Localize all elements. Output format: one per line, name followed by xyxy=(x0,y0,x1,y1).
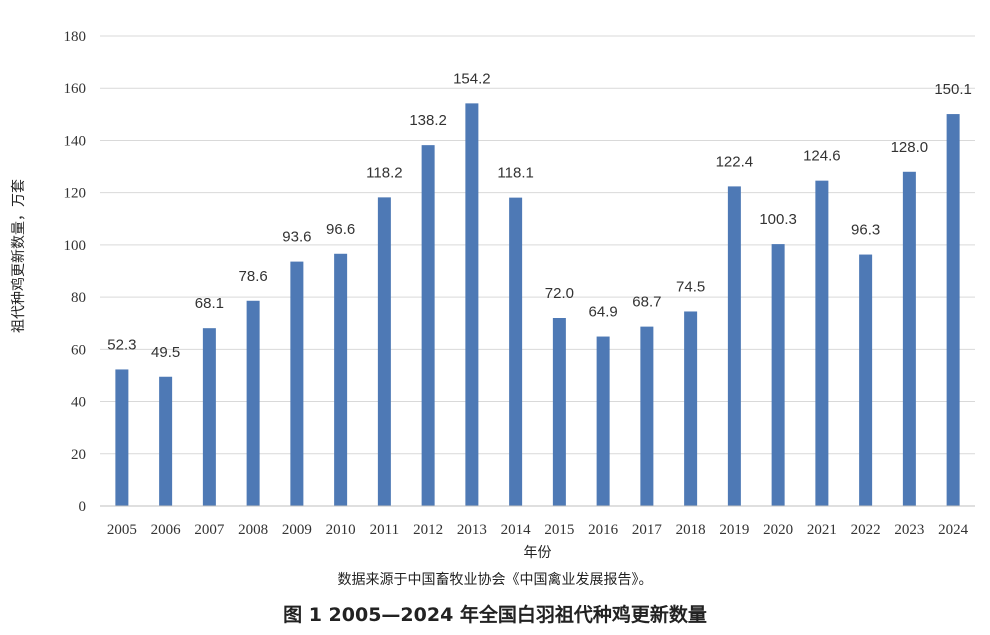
x-axis-label: 年份 xyxy=(524,545,552,561)
bar-2011 xyxy=(377,197,391,506)
bar-2006 xyxy=(159,376,173,506)
data-label: 150.1 xyxy=(934,81,972,98)
data-labels: 52.3 49.5 68.1 78.6 93.6 96.6 118.2 138.2 154.2 1… xyxy=(107,70,972,360)
data-label: 72.0 xyxy=(545,285,574,302)
x-tick-label: 2018 xyxy=(676,522,706,538)
x-tick-label: 2015 xyxy=(544,522,574,538)
y-tick-label: 180 xyxy=(64,29,87,45)
data-label: 93.6 xyxy=(282,229,311,246)
x-tick-label: 2013 xyxy=(457,522,487,538)
bar-2008 xyxy=(246,300,260,506)
x-tick-label: 2017 xyxy=(632,522,663,538)
y-axis-label: 祖代种鸡更新数量，万套 xyxy=(10,179,27,333)
x-tick-label: 2010 xyxy=(326,522,356,538)
data-label: 96.6 xyxy=(326,221,355,238)
x-tick-label: 2023 xyxy=(894,522,924,538)
data-label: 68.1 xyxy=(195,295,224,312)
bar-2015 xyxy=(552,318,566,506)
x-tick-label: 2020 xyxy=(763,522,793,538)
bar-2020 xyxy=(771,244,785,506)
x-tick-label: 2021 xyxy=(807,522,837,538)
x-tick-label: 2022 xyxy=(851,522,881,538)
data-label: 78.6 xyxy=(239,268,268,285)
bars xyxy=(115,103,960,507)
data-label: 49.5 xyxy=(151,344,180,361)
data-label: 118.1 xyxy=(497,165,533,182)
data-label: 96.3 xyxy=(851,222,880,239)
data-label: 138.2 xyxy=(409,112,447,129)
data-label: 100.3 xyxy=(759,211,797,228)
data-label: 74.5 xyxy=(676,278,705,295)
bar-2022 xyxy=(859,254,873,506)
y-tick-label: 100 xyxy=(64,238,87,254)
y-tick-label: 20 xyxy=(71,447,86,463)
gridlines xyxy=(100,35,975,455)
x-tick-label: 2014 xyxy=(501,522,532,538)
y-tick-label: 140 xyxy=(64,133,87,149)
source-note: 数据来源于中国畜牧业协会《中国禽业发展报告》。 xyxy=(337,572,653,588)
bar-2021 xyxy=(815,180,829,506)
bar-2023 xyxy=(902,171,916,506)
y-tick-label: 120 xyxy=(64,186,87,202)
y-tick-label: 160 xyxy=(64,81,87,97)
bar-2019 xyxy=(727,186,741,506)
y-tick-label: 40 xyxy=(71,395,86,411)
bar-2024 xyxy=(946,114,960,507)
data-label: 128.0 xyxy=(891,139,929,156)
bar-2005 xyxy=(115,369,129,506)
bar-2013 xyxy=(465,103,479,506)
x-tick-label: 2024 xyxy=(938,522,969,538)
y-axis-ticks: 0 20 40 60 80 100 120 140 160 180 xyxy=(64,29,87,515)
x-axis-ticks: 2005 2006 2007 2008 2009 2010 2011 2012 2013 2014… xyxy=(107,522,969,538)
x-tick-label: 2011 xyxy=(370,522,399,538)
x-tick-label: 2006 xyxy=(151,522,182,538)
data-label: 64.9 xyxy=(589,304,618,321)
bar-2016 xyxy=(596,336,610,506)
x-tick-label: 2019 xyxy=(719,522,749,538)
data-label: 68.7 xyxy=(632,294,661,311)
x-tick-label: 2016 xyxy=(588,522,619,538)
data-label: 118.2 xyxy=(366,164,402,181)
figure-caption: 图 1 2005—2024 年全国白羽祖代种鸡更新数量 xyxy=(283,604,707,626)
y-tick-label: 0 xyxy=(79,499,87,515)
x-tick-label: 2005 xyxy=(107,522,137,538)
data-label: 122.4 xyxy=(716,153,754,170)
data-label: 124.6 xyxy=(803,148,841,165)
bar-2018 xyxy=(684,311,698,506)
bar-2009 xyxy=(290,261,304,506)
bar-2012 xyxy=(421,145,435,506)
bar-2007 xyxy=(202,328,216,506)
data-label: 52.3 xyxy=(107,336,136,353)
bar-chart: 0 20 40 60 80 100 120 140 160 180 52.3 49.5 68.1 78.… xyxy=(10,29,975,561)
data-label: 154.2 xyxy=(453,70,491,87)
bar-2014 xyxy=(509,197,523,506)
bar-2017 xyxy=(640,326,654,506)
y-tick-label: 80 xyxy=(71,290,86,306)
y-tick-label: 60 xyxy=(71,342,86,358)
x-tick-label: 2012 xyxy=(413,522,443,538)
x-tick-label: 2009 xyxy=(282,522,312,538)
x-tick-label: 2008 xyxy=(238,522,268,538)
bar-2010 xyxy=(334,253,348,506)
x-tick-label: 2007 xyxy=(194,522,225,538)
